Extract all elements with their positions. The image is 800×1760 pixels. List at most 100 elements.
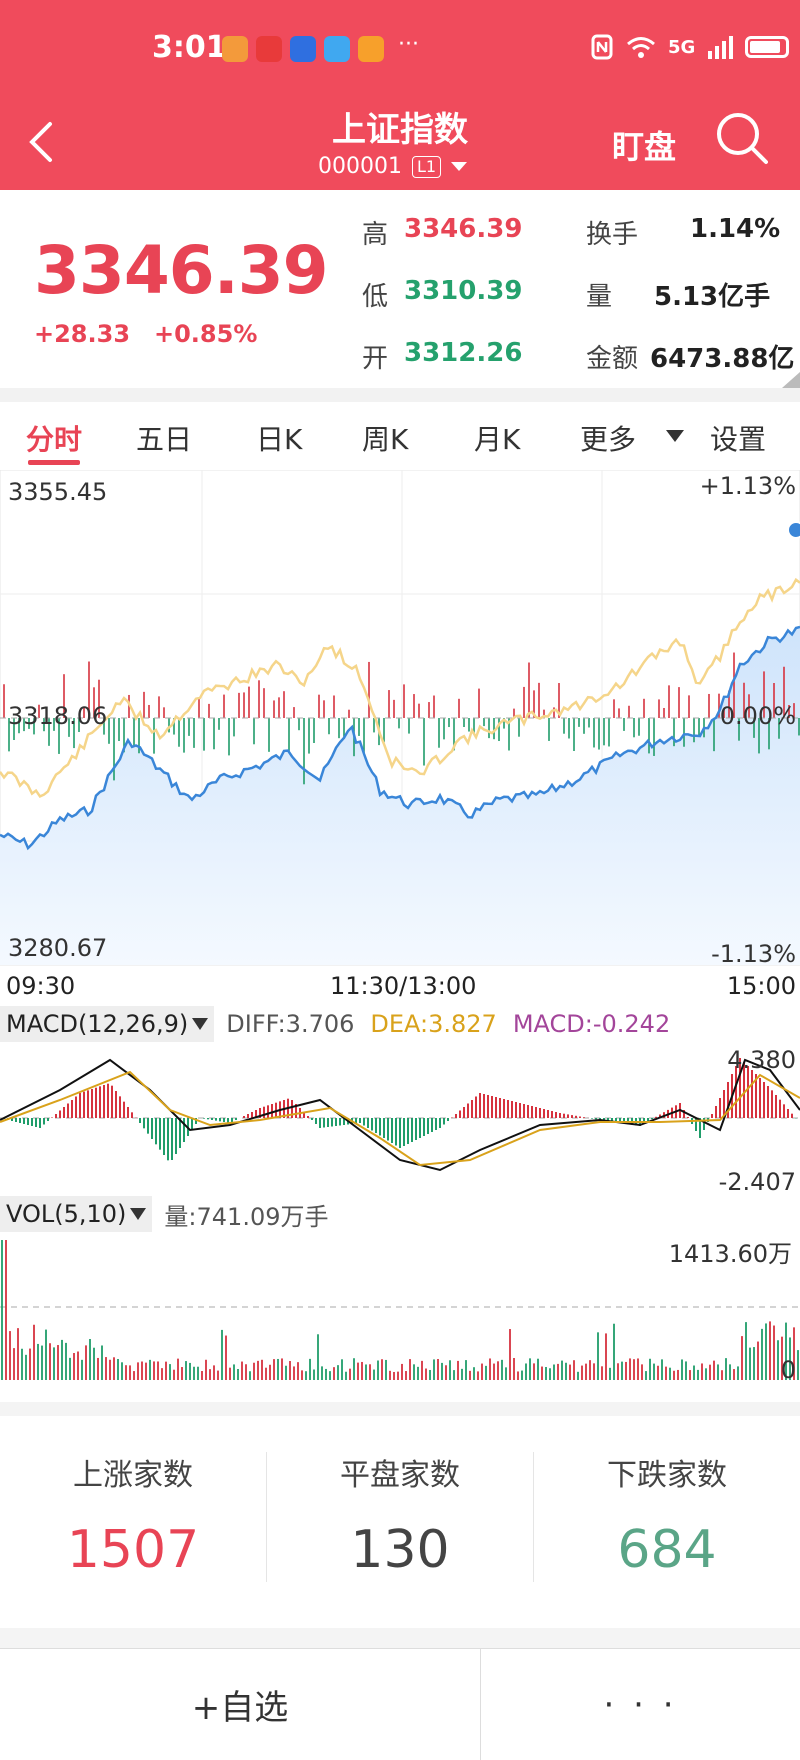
chevron-down-icon[interactable]: [666, 430, 684, 442]
level-badge: L1: [411, 155, 442, 178]
pct-max-label: +1.13%: [699, 472, 796, 500]
price-change: +28.33: [34, 320, 131, 348]
vol-amount: 量:741.09万手: [164, 1202, 329, 1231]
chevron-down-icon[interactable]: [130, 1208, 147, 1220]
battery-icon: [745, 36, 790, 58]
nfc-icon: [591, 34, 613, 60]
tab-intraday[interactable]: 分时: [26, 423, 83, 456]
network-label: 5G: [668, 36, 696, 58]
last-price-dot: [787, 521, 800, 539]
turnover-label: 换手: [586, 220, 639, 250]
page-title: 上证指数: [332, 110, 468, 150]
price-change-pct: +0.85%: [154, 320, 258, 348]
tab-weekly-k[interactable]: 周K: [362, 423, 409, 456]
low-value: 3310.39: [404, 276, 523, 306]
section-divider: [0, 1628, 800, 1648]
time-end-label: 15:00: [726, 972, 796, 1000]
low-label: 低: [362, 282, 389, 312]
y-mid-label: 3318.06: [8, 702, 108, 730]
app-icon: [256, 36, 282, 62]
signal-icon: [708, 36, 734, 59]
macd-max-label: 4.380: [727, 1046, 796, 1074]
expand-corner-icon[interactable]: [782, 372, 800, 388]
app-icon: [324, 36, 350, 62]
time-mid-label: 11:30/13:00: [330, 972, 477, 1000]
status-right: 5G: [590, 34, 790, 60]
status-time: 3:01: [152, 30, 227, 65]
divider: [0, 1648, 800, 1649]
amount-label: 金额: [586, 344, 639, 374]
up-count-title: 上涨家数: [73, 1458, 193, 1493]
macd-name: MACD(12,26,9): [6, 1010, 189, 1038]
wifi-icon: [627, 37, 655, 58]
volume-bars: [1, 1240, 799, 1380]
down-count: 684: [617, 1520, 717, 1580]
flat-count: 130: [350, 1520, 450, 1580]
vol-header: VOL(5,10) 量:741.09万手: [0, 1196, 328, 1232]
add-watchlist-button[interactable]: +自选: [191, 1688, 289, 1728]
y-min-label: 3280.67: [8, 934, 108, 962]
vol-max-label: 1413.60万: [668, 1240, 792, 1268]
divider: [480, 1649, 481, 1760]
vol-name: VOL(5,10): [6, 1200, 127, 1228]
macd-min-label: -2.407: [718, 1168, 796, 1196]
macd-lines: [0, 1058, 800, 1172]
open-label: 开: [362, 344, 389, 374]
flat-count-title: 平盘家数: [340, 1458, 460, 1493]
macd-histogram: [3, 1058, 797, 1161]
turnover-value: 1.14%: [690, 214, 781, 244]
app-header: 3:01 ··· 5G 上证指数 000001 L1 盯盘: [0, 0, 800, 190]
current-price: 3346.39: [34, 232, 329, 309]
app-icon: [222, 36, 248, 62]
tick-volume-bars: [3, 652, 800, 785]
more-button[interactable]: · · ·: [603, 1684, 678, 1725]
chevron-down-icon[interactable]: [192, 1018, 209, 1030]
price-area-fill: [0, 627, 800, 965]
stock-code: 000001: [318, 154, 402, 179]
divider: [266, 1452, 267, 1582]
macd-value: MACD:-0.242: [512, 1010, 671, 1038]
search-icon[interactable]: [714, 110, 768, 168]
watch-button[interactable]: 盯盘: [612, 128, 677, 166]
tab-daily-k[interactable]: 日K: [256, 423, 303, 456]
pct-mid-label: 0.00%: [719, 702, 796, 730]
amount-value: 6473.88亿: [650, 344, 795, 374]
dea-line: [0, 1070, 800, 1167]
section-divider: [0, 1402, 800, 1416]
app-icon: [358, 36, 384, 62]
price-line: [0, 625, 800, 851]
intraday-chart[interactable]: [0, 470, 800, 1390]
tab-active-indicator: [28, 460, 80, 465]
high-value: 3346.39: [404, 214, 523, 244]
app-icon: [290, 36, 316, 62]
down-count-title: 下跌家数: [607, 1458, 727, 1493]
section-divider: [0, 388, 800, 402]
price-lines: [0, 577, 800, 851]
volume-label: 量: [586, 282, 613, 312]
status-more-icon: ···: [398, 32, 419, 57]
pct-min-label: -1.13%: [711, 940, 796, 968]
stock-code-row[interactable]: 000001 L1: [318, 154, 468, 179]
vol-min-label: 0: [780, 1356, 796, 1384]
up-count: 1507: [66, 1520, 200, 1580]
avg-price-line: [0, 577, 800, 798]
macd-dea: DEA:3.827: [370, 1010, 497, 1038]
chevron-down-icon[interactable]: [451, 162, 468, 171]
macd-diff: DIFF:3.706: [226, 1010, 355, 1038]
vol-selector[interactable]: VOL(5,10): [0, 1196, 153, 1232]
price-area: [0, 627, 800, 965]
tab-monthly-k[interactable]: 月K: [474, 423, 521, 456]
macd-header: MACD(12,26,9) DIFF:3.706 DEA:3.827 MACD:…: [0, 1006, 670, 1042]
time-start-label: 09:30: [6, 972, 76, 1000]
macd-selector[interactable]: MACD(12,26,9): [0, 1006, 215, 1042]
tab-settings[interactable]: 设置: [710, 423, 767, 456]
tab-more[interactable]: 更多: [580, 423, 637, 456]
tab-five-day[interactable]: 五日: [136, 423, 193, 456]
status-notification-icons: [222, 36, 384, 62]
y-max-label: 3355.45: [8, 478, 108, 506]
back-arrow-icon[interactable]: [24, 120, 58, 164]
open-value: 3312.26: [404, 338, 523, 368]
volume-value: 5.13亿手: [654, 282, 771, 312]
divider: [533, 1452, 534, 1582]
high-label: 高: [362, 220, 389, 250]
